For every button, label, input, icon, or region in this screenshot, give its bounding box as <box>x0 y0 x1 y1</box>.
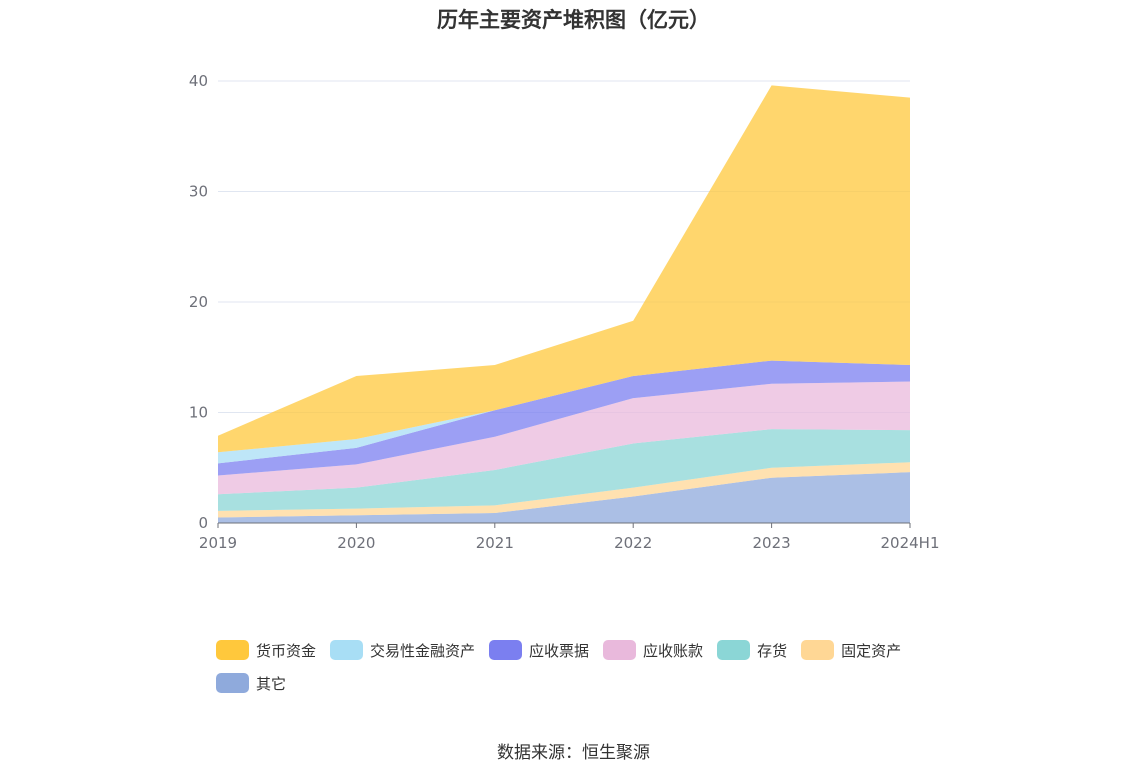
legend-swatch <box>330 640 364 660</box>
y-tick-label-20: 20 <box>189 293 208 311</box>
area-series <box>218 85 910 523</box>
area-应收账款 <box>218 381 910 495</box>
legend-swatch <box>216 673 249 693</box>
legend-item-交易性金融资产[interactable]: 交易性金融资产 <box>330 639 475 661</box>
area-货币资金 <box>218 85 910 453</box>
legend-label: 应收账款 <box>643 641 704 660</box>
legend-label: 货币资金 <box>256 641 317 660</box>
area-其它 <box>218 472 910 523</box>
legend-swatch <box>603 640 637 660</box>
stacked-area-chart: 0 10 20 30 40 2019 2020 2021 2022 2023 2024H1 <box>189 72 940 552</box>
axes: 0 10 20 30 40 2019 2020 2021 2022 2023 2024H1 <box>189 72 940 552</box>
x-tick-label-2024H1: 2024H1 <box>881 534 940 552</box>
y-tick-label-10: 10 <box>189 404 208 422</box>
x-tick-label-2019: 2019 <box>199 534 237 552</box>
x-tick-label-2022: 2022 <box>614 534 652 552</box>
legend-swatch <box>489 640 523 660</box>
legend: 货币资金 交易性金融资产 应收票据 应收账款 存货 固定资产其它 <box>216 639 976 705</box>
chart-title: 历年主要资产堆积图（亿元） <box>437 8 710 32</box>
legend-swatch <box>216 640 249 660</box>
y-tick-label-40: 40 <box>189 72 208 90</box>
area-应收票据 <box>218 360 910 476</box>
area-交易性金融资产 <box>218 360 910 464</box>
legend-swatch <box>717 640 751 660</box>
legend-label: 应收票据 <box>529 641 590 660</box>
legend-label: 存货 <box>757 641 788 660</box>
area-存货 <box>218 429 910 511</box>
legend-item-应收账款[interactable]: 应收账款 <box>603 639 703 661</box>
x-tick-label-2020: 2020 <box>337 534 375 552</box>
legend-item-固定资产[interactable]: 固定资产 <box>801 639 901 661</box>
x-tick-label-2021: 2021 <box>476 534 514 552</box>
y-tick-label-0: 0 <box>198 514 208 532</box>
legend-item-应收票据[interactable]: 应收票据 <box>489 639 589 661</box>
legend-label: 固定资产 <box>841 641 902 660</box>
legend-label: 其它 <box>256 674 287 693</box>
data-source: 数据来源：恒生聚源 <box>497 743 650 763</box>
y-tick-label-30: 30 <box>189 183 208 201</box>
legend-item-货币资金[interactable]: 货币资金 <box>216 639 316 661</box>
legend-label: 交易性金融资产 <box>370 641 476 660</box>
x-tick-label-2023: 2023 <box>753 534 791 552</box>
area-固定资产 <box>218 462 910 518</box>
legend-item-存货[interactable]: 存货 <box>717 639 787 661</box>
legend-swatch <box>801 640 835 660</box>
legend-item-其它[interactable]: 其它 <box>216 672 286 694</box>
